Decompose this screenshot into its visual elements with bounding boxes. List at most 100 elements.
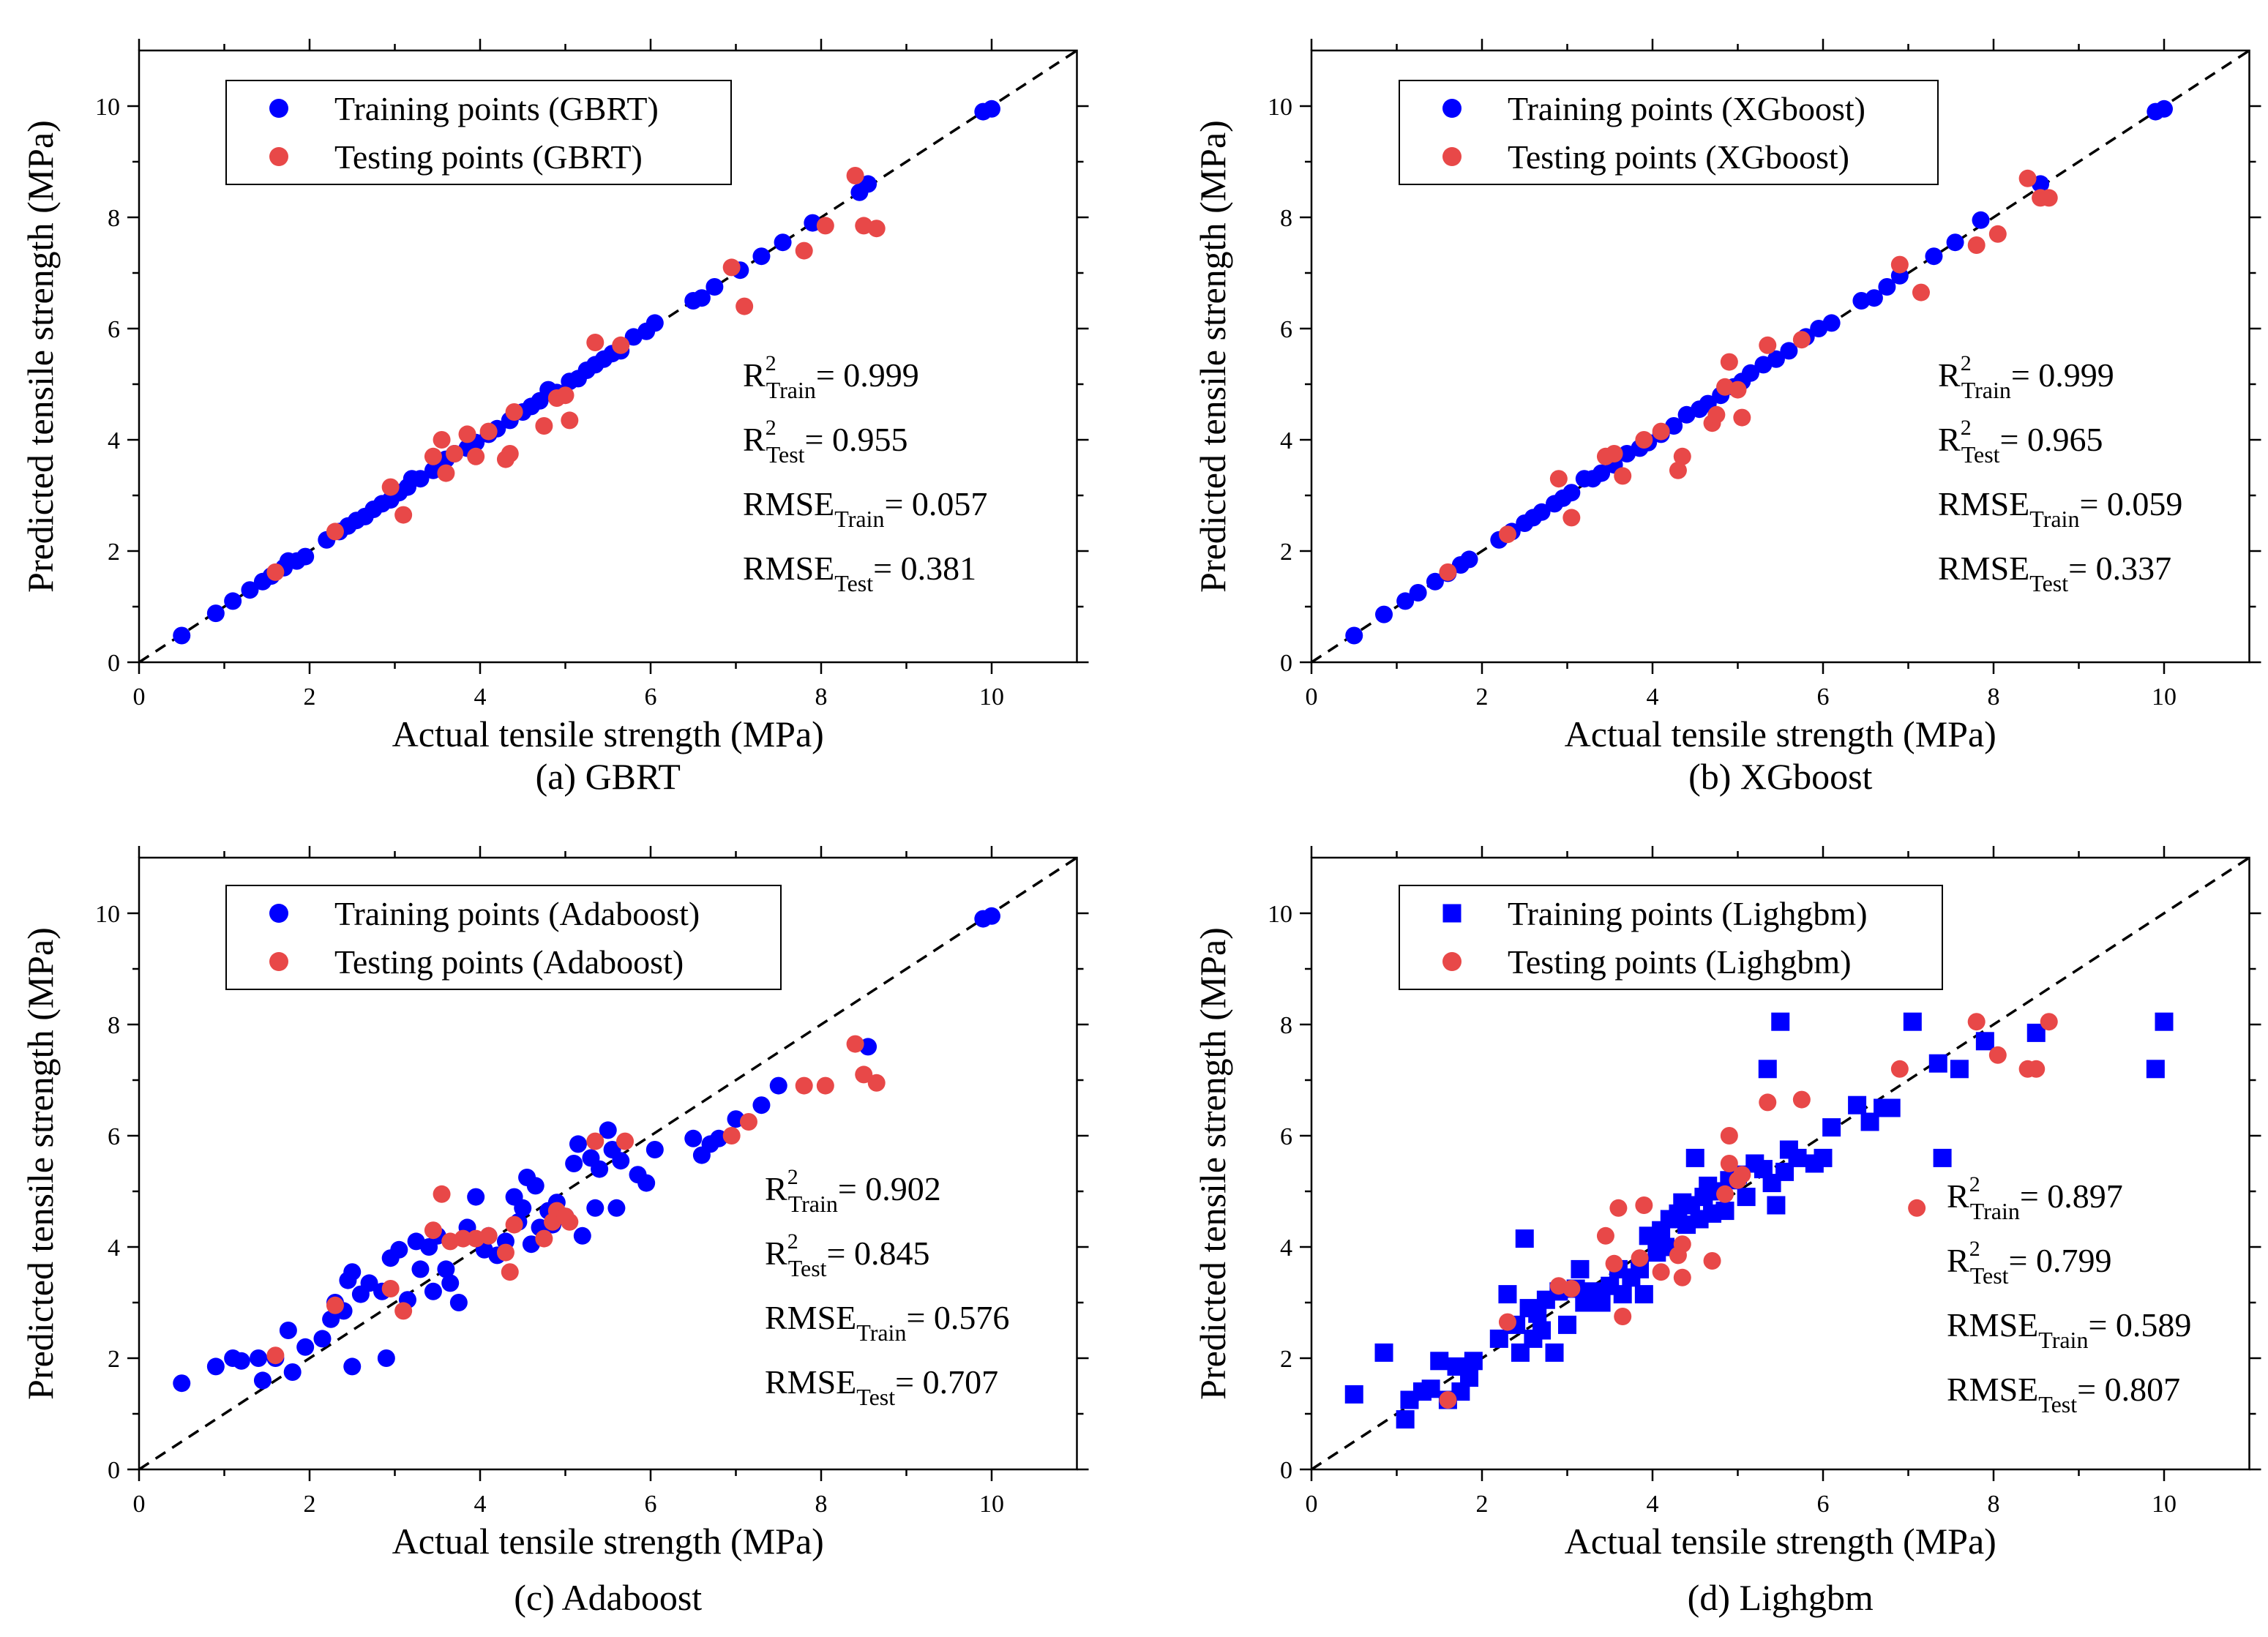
train-point [1788, 1148, 1807, 1167]
x-tick-label: 6 [1817, 683, 1830, 711]
test-point [381, 478, 400, 496]
y-tick-label: 2 [108, 539, 120, 566]
metric-value: = 0.576 [906, 1299, 1009, 1336]
test-point [1562, 1280, 1581, 1297]
test-point [1720, 1127, 1738, 1145]
metric-text: RMSETrain= 0.576 [765, 1299, 1009, 1346]
metric-base: RMSE [1947, 1306, 2038, 1344]
train-point [253, 1371, 272, 1390]
legend-box [1399, 885, 1943, 990]
panel-caption: (a) GBRT [536, 756, 681, 797]
y-tick-label: 8 [108, 205, 120, 232]
train-point [586, 1199, 605, 1217]
legend-test-label: Testing points (GBRT) [334, 138, 643, 176]
train-point [1975, 1032, 1994, 1051]
test-point [479, 422, 498, 441]
test-point [1912, 283, 1930, 301]
plot-frame [138, 49, 1078, 664]
train-point [279, 1322, 297, 1339]
train-point [1426, 572, 1444, 591]
test-point [535, 1229, 553, 1248]
test-point [1673, 447, 1691, 465]
metric-base: RMSE [743, 485, 834, 522]
legend: Training points (GBRT) Testing points (GB… [225, 80, 732, 185]
train-point [1562, 484, 1581, 502]
train-point [343, 1357, 362, 1376]
metric-value: = 0.902 [838, 1170, 941, 1207]
test-point [1614, 1308, 1632, 1325]
train-point [774, 233, 792, 252]
x-tick-label: 8 [815, 1491, 828, 1518]
test-point [816, 1076, 834, 1095]
metric-sup: 2 [1961, 351, 1972, 375]
x-tick-label: 0 [133, 683, 146, 711]
test-point [496, 1243, 514, 1262]
legend-test-marker [269, 952, 288, 971]
test-point [1673, 1268, 1691, 1286]
test-point [1716, 1185, 1734, 1203]
train-point [441, 1274, 460, 1292]
metric-base: RMSE [1947, 1371, 2038, 1408]
plot-area [139, 50, 1077, 662]
plot-area [139, 858, 1077, 1469]
test-point [1609, 1199, 1628, 1217]
metric-value: = 0.589 [2088, 1306, 2191, 1344]
test-point [535, 417, 553, 435]
train-point [1571, 1259, 1590, 1278]
y-tick-label: 10 [1268, 94, 1292, 121]
metric-text: R2 Train= 0.902 [765, 1165, 941, 1217]
train-point [565, 1155, 583, 1172]
metric-text: R2 Test= 0.799 [1947, 1237, 2112, 1289]
panel-3: 00 2 2 4 4 6 6 8 8 10 10 Actual tensile strength (M… [20, 846, 1089, 1618]
y-tick-label: 10 [95, 94, 120, 121]
test-point [424, 447, 442, 465]
test-point [1498, 525, 1516, 544]
train-point [1933, 1148, 1952, 1167]
train-point [569, 1135, 587, 1153]
legend: Training points (Lighgbm) Testing points … [1399, 885, 1943, 990]
x-tick-label: 4 [1647, 1491, 1659, 1518]
test-point [2027, 1060, 2046, 1078]
metric-text: RMSETest= 0.707 [765, 1363, 998, 1410]
train-point [1532, 503, 1551, 521]
y-tick-label: 0 [1280, 1457, 1292, 1484]
y-axis-title: Predicted tensile strength (MPa) [1192, 927, 1233, 1400]
metric-sub: Train [834, 506, 884, 532]
test-point [1635, 1196, 1653, 1214]
metric-text: RMSETest= 0.807 [1947, 1371, 2180, 1417]
test-point [586, 334, 605, 351]
panel-caption: (c) Adaboost [514, 1577, 702, 1618]
metric-base: R [743, 356, 766, 394]
train-point [437, 1260, 455, 1278]
train-point [1345, 626, 1363, 645]
test-point [561, 411, 579, 430]
metric-base: R [743, 421, 766, 458]
x-axis-title: Actual tensile strength (MPa) [1565, 713, 1996, 754]
y-tick-label: 0 [1280, 650, 1292, 677]
y-tick-label: 6 [108, 1123, 120, 1150]
metric-text: R2 Train= 0.897 [1947, 1172, 2123, 1224]
train-point [296, 1338, 315, 1356]
metric-value: = 0.955 [805, 421, 908, 458]
test-point [1967, 1013, 1986, 1031]
test-point [816, 217, 834, 235]
y-tick-label: 0 [108, 650, 120, 677]
metric-base: RMSE [765, 1299, 856, 1336]
metric-sub: Test [834, 570, 873, 596]
metric-base: R [1938, 421, 1961, 458]
legend-box [225, 885, 782, 990]
legend-train-label: Training points (Adaboost) [334, 895, 700, 932]
train-point [1421, 1379, 1440, 1398]
train-point [467, 1188, 485, 1206]
train-point [1758, 1060, 1777, 1079]
test-point [586, 1132, 605, 1150]
train-point [1460, 550, 1478, 569]
metric-sub: Train [2038, 1327, 2088, 1353]
test-point [2040, 1013, 2058, 1031]
train-point [206, 1357, 225, 1376]
train-point [607, 1199, 626, 1217]
legend-test-label: Testing points (Adaboost) [334, 943, 684, 981]
train-point [360, 1274, 378, 1292]
metric-text: RMSETrain= 0.059 [1938, 485, 2182, 532]
